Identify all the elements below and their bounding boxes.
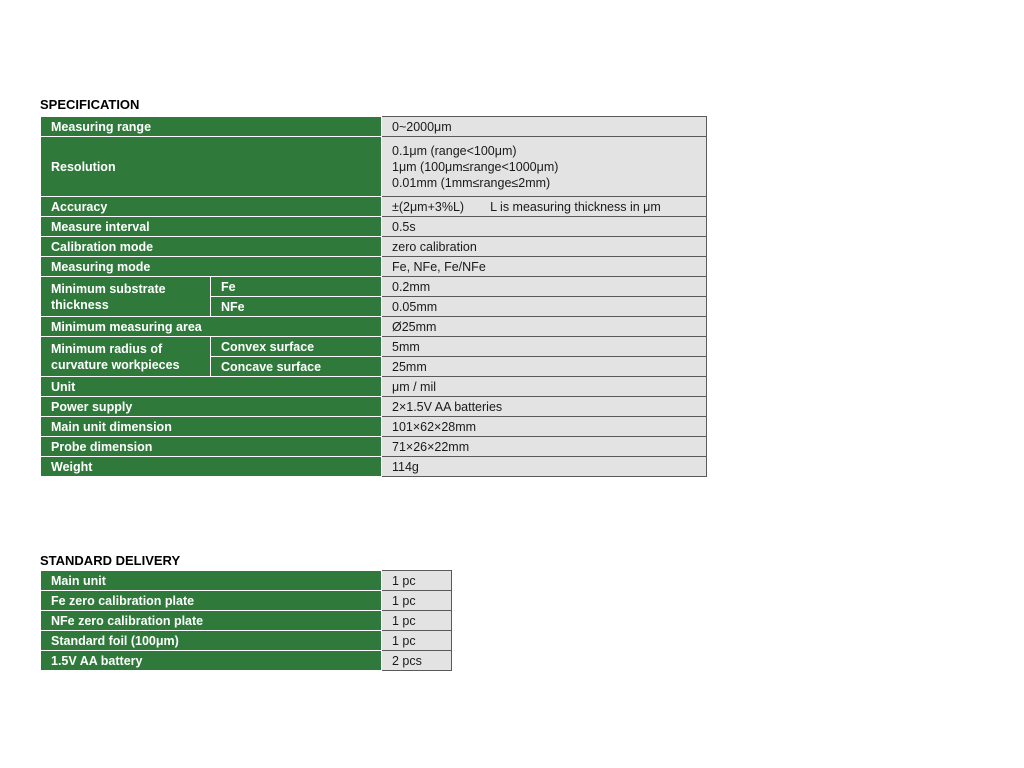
delivery-item-label: Main unit — [40, 570, 382, 591]
row-value-unit: μm / mil — [381, 376, 707, 397]
row-value-accuracy: ±(2μm+3%L) L is measuring thickness in μm — [381, 196, 707, 217]
table-row: Measuring range 0~2000μm — [40, 116, 707, 137]
row-value-main-unit-dimension: 101×62×28mm — [381, 416, 707, 437]
table-row: Minimum measuring area Ø25mm — [40, 316, 707, 337]
sub-label-concave-surface: Concave surface — [210, 356, 382, 377]
table-row: Minimum substrate thickness Fe 0.2mm — [40, 276, 707, 317]
specification-table: Measuring range 0~2000μm Resolution 0.1μ… — [40, 116, 707, 477]
row-value-probe-dimension: 71×26×22mm — [381, 436, 707, 457]
table-row: Weight 114g — [40, 456, 707, 477]
delivery-item-quantity: 1 pc — [381, 610, 452, 631]
row-label-measure-interval: Measure interval — [40, 216, 382, 237]
standard-delivery-table: Main unit 1 pc Fe zero calibration plate… — [40, 570, 452, 671]
delivery-item-quantity: 1 pc — [381, 630, 452, 651]
table-row: Measuring mode Fe, NFe, Fe/NFe — [40, 256, 707, 277]
delivery-item-label: 1.5V AA battery — [40, 650, 382, 671]
table-row: Main unit dimension 101×62×28mm — [40, 416, 707, 437]
sub-label-fe: Fe — [210, 276, 382, 297]
delivery-item-label: Fe zero calibration plate — [40, 590, 382, 611]
table-row: Main unit 1 pc — [40, 570, 452, 591]
standard-delivery-title: STANDARD DELIVERY — [40, 553, 181, 568]
table-row: Fe zero calibration plate 1 pc — [40, 590, 452, 611]
sub-label-nfe: NFe — [210, 296, 382, 317]
row-label-unit: Unit — [40, 376, 382, 397]
specification-title: SPECIFICATION — [40, 97, 140, 112]
row-value-measuring-range: 0~2000μm — [381, 116, 707, 137]
row-value-weight: 114g — [381, 456, 707, 477]
row-label-min-radius-curvature: Minimum radius of curvature workpieces — [40, 336, 211, 377]
sub-label-convex-surface: Convex surface — [210, 336, 382, 357]
sub-value-convex-surface: 5mm — [381, 336, 707, 357]
row-label-calibration-mode: Calibration mode — [40, 236, 382, 257]
sub-value-fe: 0.2mm — [381, 276, 707, 297]
row-value-measure-interval: 0.5s — [381, 216, 707, 237]
delivery-item-quantity: 1 pc — [381, 590, 452, 611]
row-label-resolution: Resolution — [40, 136, 382, 197]
table-row: Unit μm / mil — [40, 376, 707, 397]
delivery-item-quantity: 1 pc — [381, 570, 452, 591]
row-value-measuring-mode: Fe, NFe, Fe/NFe — [381, 256, 707, 277]
row-label-probe-dimension: Probe dimension — [40, 436, 382, 457]
resolution-line: 0.1μm (range<100μm) — [392, 143, 517, 158]
resolution-line: 0.01mm (1mm≤range≤2mm) — [392, 175, 551, 190]
delivery-item-label: NFe zero calibration plate — [40, 610, 382, 631]
table-row: Minimum radius of curvature workpieces C… — [40, 336, 707, 377]
table-row: NFe 0.05mm — [41, 296, 707, 317]
table-row: 1.5V AA battery 2 pcs — [40, 650, 452, 671]
table-row: Concave surface 25mm — [41, 356, 707, 377]
table-row: Calibration mode zero calibration — [40, 236, 707, 257]
min-radius-label: Minimum radius of curvature workpieces — [51, 341, 180, 372]
min-substrate-label: Minimum substrate thickness — [51, 281, 166, 312]
row-value-resolution: 0.1μm (range<100μm) 1μm (100μm≤range<100… — [381, 136, 707, 197]
row-label-main-unit-dimension: Main unit dimension — [40, 416, 382, 437]
table-row: Accuracy ±(2μm+3%L) L is measuring thickn… — [40, 196, 707, 217]
table-row: Resolution 0.1μm (range<100μm) 1μm (100μ… — [40, 136, 707, 197]
table-row: Probe dimension 71×26×22mm — [40, 436, 707, 457]
table-row: Standard foil (100μm) 1 pc — [40, 630, 452, 651]
row-value-calibration-mode: zero calibration — [381, 236, 707, 257]
row-label-measuring-mode: Measuring mode — [40, 256, 382, 277]
row-label-power-supply: Power supply — [40, 396, 382, 417]
table-row: Measure interval 0.5s — [40, 216, 707, 237]
row-label-min-substrate-thickness: Minimum substrate thickness — [40, 276, 211, 317]
delivery-item-quantity: 2 pcs — [381, 650, 452, 671]
row-label-min-measuring-area: Minimum measuring area — [40, 316, 382, 337]
row-label-measuring-range: Measuring range — [40, 116, 382, 137]
resolution-line: 1μm (100μm≤range<1000μm) — [392, 159, 559, 174]
table-row: NFe zero calibration plate 1 pc — [40, 610, 452, 631]
row-label-accuracy: Accuracy — [40, 196, 382, 217]
delivery-item-label: Standard foil (100μm) — [40, 630, 382, 651]
row-value-min-measuring-area: Ø25mm — [381, 316, 707, 337]
table-row: Power supply 2×1.5V AA batteries — [40, 396, 707, 417]
sub-value-nfe: 0.05mm — [381, 296, 707, 317]
row-value-power-supply: 2×1.5V AA batteries — [381, 396, 707, 417]
accuracy-value: ±(2μm+3%L) — [392, 199, 465, 214]
row-label-weight: Weight — [40, 456, 382, 477]
accuracy-note: L is measuring thickness in μm — [490, 199, 661, 214]
sub-value-concave-surface: 25mm — [381, 356, 707, 377]
